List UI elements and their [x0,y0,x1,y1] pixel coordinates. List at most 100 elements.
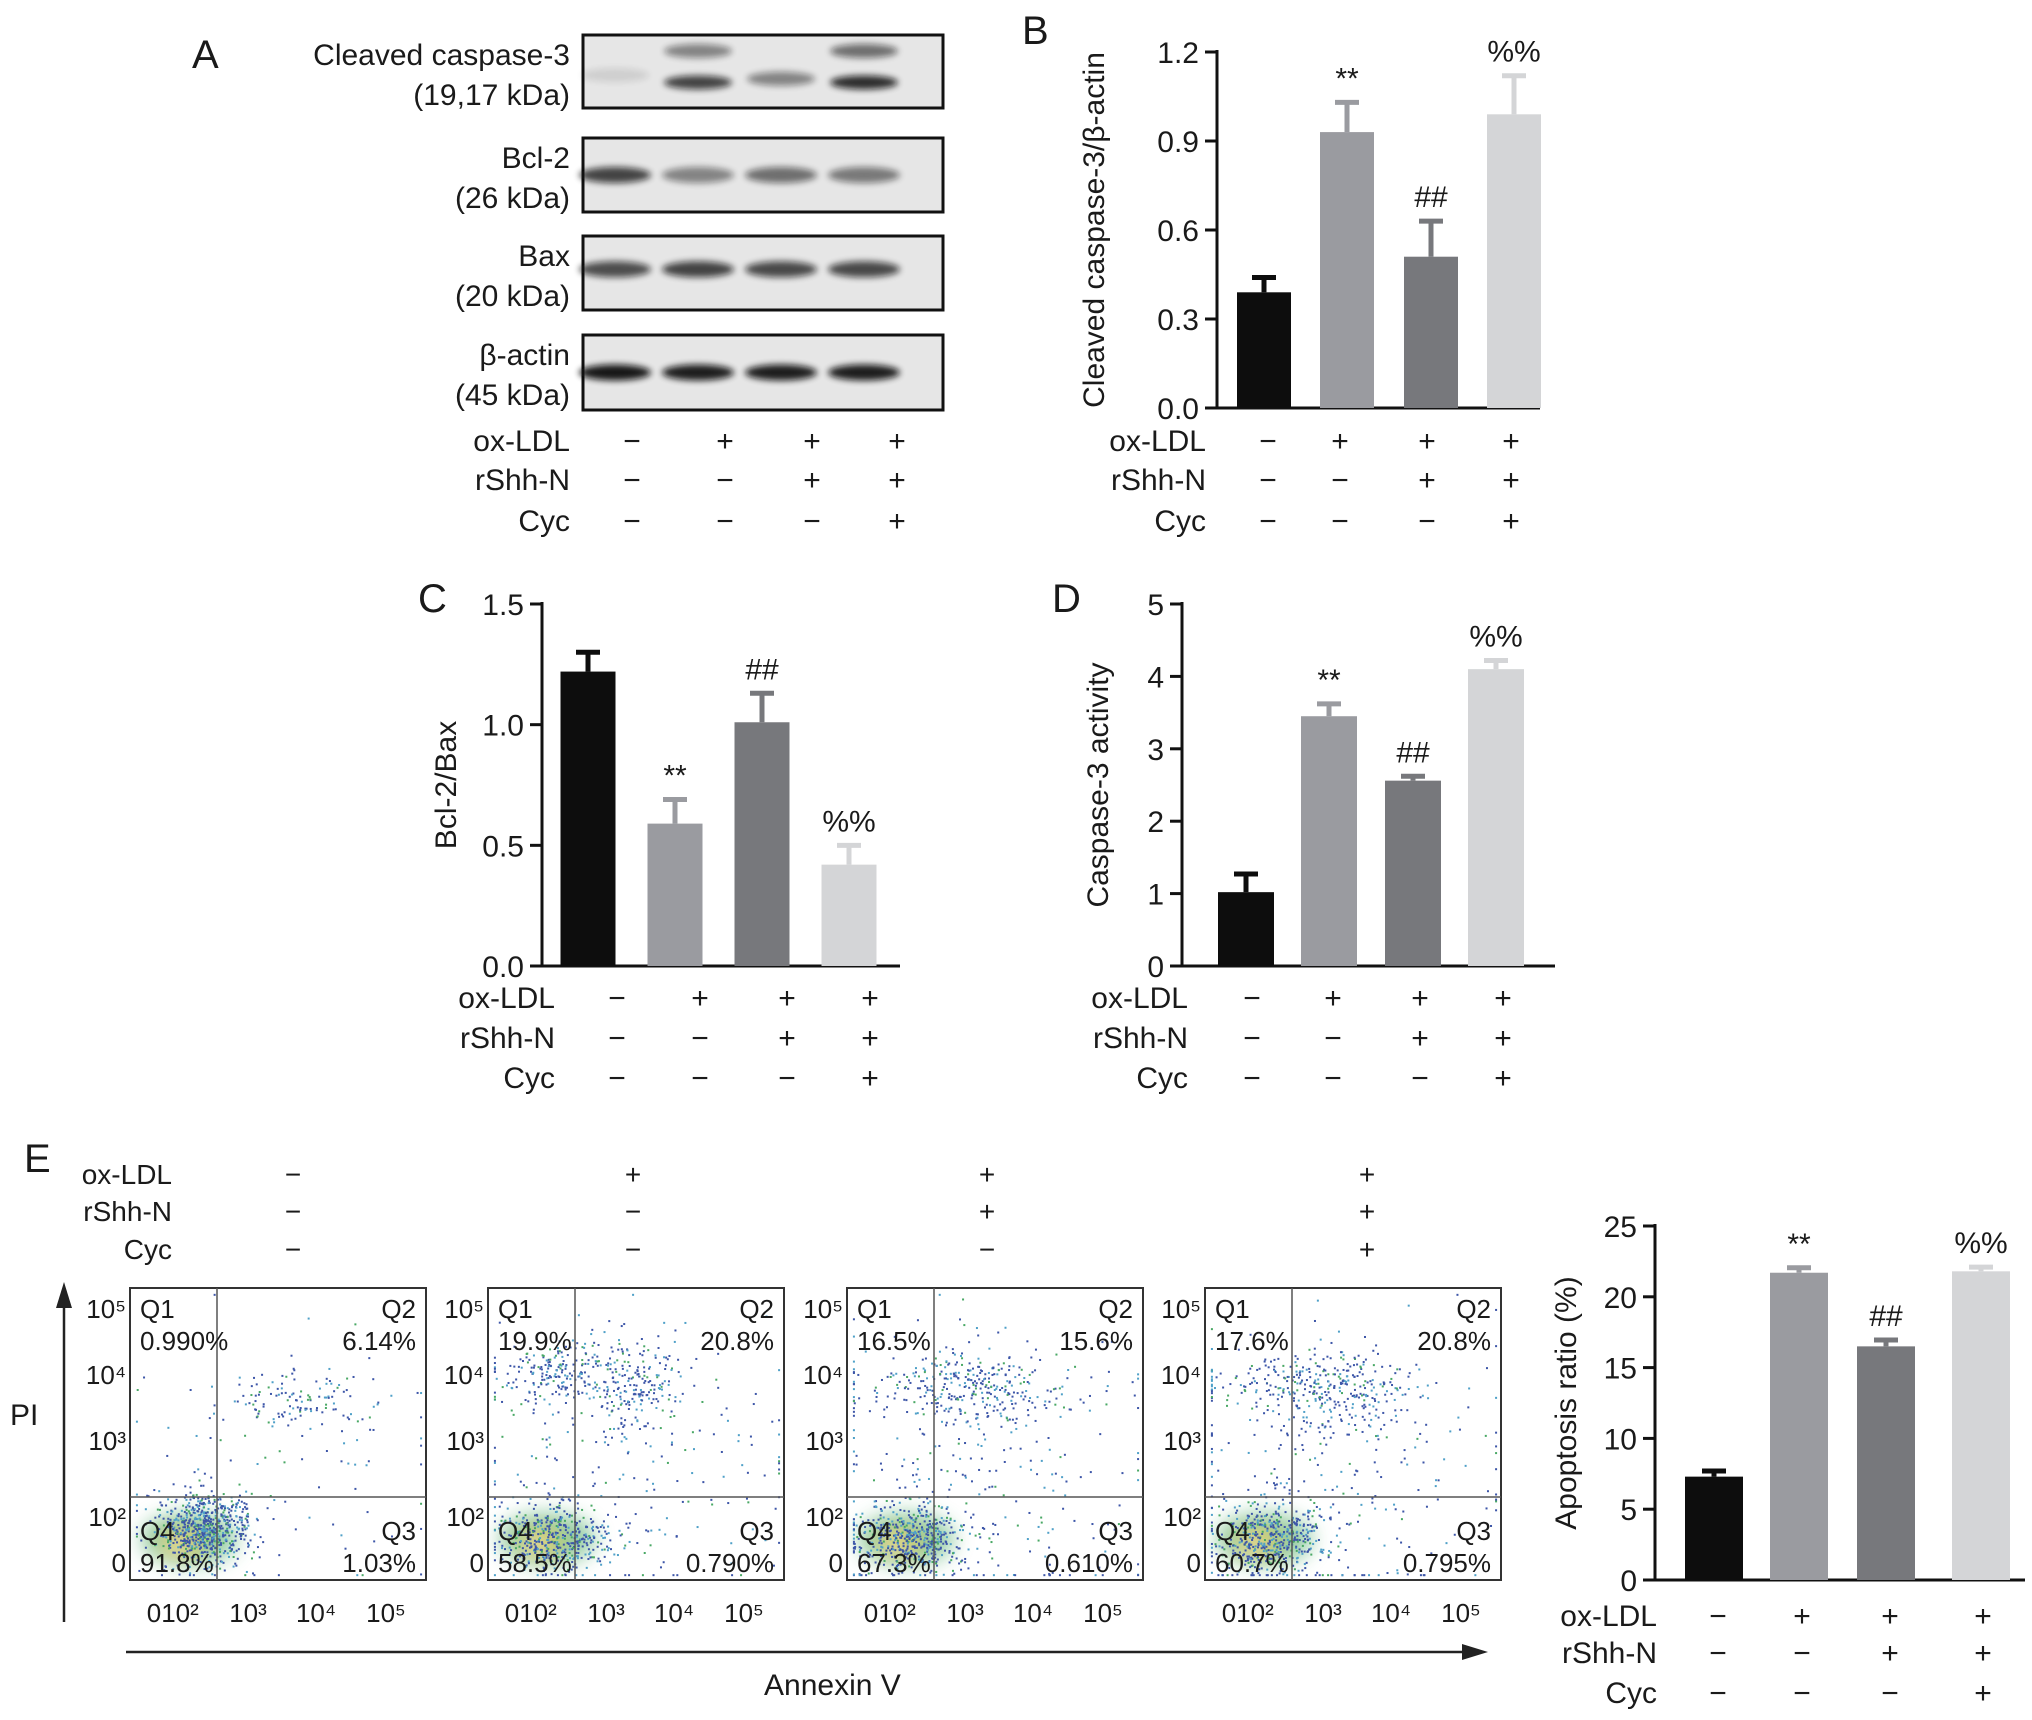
significance-label: %% [1469,620,1522,653]
flow-y-axis-label: PI [10,1399,38,1432]
treatment-sign: + [1359,1196,1375,1227]
treatment-label: rShh-N [475,464,570,497]
flow-x-tick-label: 10³ [946,1598,984,1628]
treatment-label: Cyc [124,1234,172,1265]
treatment-sign: + [1502,464,1520,497]
treatment-sign: + [1793,1600,1811,1633]
flow-x-tick-label: 10³ [1304,1598,1342,1628]
treatment-label: Cyc [1136,1062,1188,1095]
y-tick-label: 10 [1604,1423,1637,1456]
flow-x-tick-label: 10² [1236,1598,1274,1628]
panel-letter-a: A [192,33,219,77]
blot-band [745,167,817,183]
treatment-label: rShh-N [460,1022,555,1055]
treatment-sign: − [1243,1062,1261,1095]
treatment-sign: − [1331,464,1349,497]
flow-y-tick-label: 0 [112,1548,126,1578]
treatment-sign: + [1974,1600,1992,1633]
panel-letter-b: B [1022,9,1049,53]
significance-label: %% [822,805,875,838]
bar [1218,892,1274,966]
treatment-label: rShh-N [1093,1022,1188,1055]
bar [1404,256,1458,408]
treatment-sign: + [1359,1159,1375,1190]
quadrant-label: 16.5% [857,1326,931,1356]
treatment-sign: + [861,1022,879,1055]
quadrant-label: Q1 [857,1294,892,1324]
quadrant-label: Q2 [1098,1294,1133,1324]
treatment-sign: + [888,464,906,497]
flow-y-tick-label: 10⁴ [444,1360,484,1390]
y-axis-label: Apoptosis ratio (%) [1550,1276,1583,1529]
flow-axis-arrows [56,1282,1488,1660]
treatment-sign: − [1793,1637,1811,1670]
blot-label-name: Bax [518,240,570,273]
blot-band [745,261,817,278]
quadrant-label: Q3 [381,1516,416,1546]
bar [647,823,703,966]
bar [1487,114,1541,409]
treatment-sign: − [979,1234,995,1265]
bar [1385,780,1441,966]
blot-label-size: (26 kDa) [455,182,570,215]
flow-y-tick-label: 10² [1163,1502,1201,1532]
treatment-sign: − [285,1234,301,1265]
treatment-sign: − [623,505,641,538]
treatment-sign: + [803,425,821,458]
quadrant-label: 1.03% [342,1548,416,1578]
treatment-sign: + [625,1159,641,1190]
flow-x-tick-label: 10⁴ [1371,1598,1411,1628]
treatment-table-b: ox-LDL − + + + rShh-N − − + + Cyc − − − + [1109,425,1519,538]
treatment-sign: + [1411,1022,1429,1055]
blot-band [828,261,900,278]
treatment-sign: − [716,464,734,497]
treatment-sign: + [1418,464,1436,497]
bar [1952,1271,2010,1580]
treatment-sign: − [1793,1677,1811,1710]
flow-y-tick-label: 10³ [805,1426,843,1456]
quadrant-label: Q4 [1215,1516,1250,1546]
y-axis-label: Bcl-2/Bax [430,721,463,849]
bar [1320,132,1374,408]
treatment-label: ox-LDL [458,982,555,1015]
chart-bcl2-bax: 0.0 0.5 1.0 1.5 ** ##%% Bcl-2/Bax [430,589,900,984]
y-tick-label: 0.0 [482,951,524,984]
western-blot: Cleaved caspase-3 (19,17 kDa) Bcl-2 (26 kDa… [313,33,945,412]
treatment-sign: − [1324,1022,1342,1055]
treatment-sign: − [608,1062,626,1095]
treatment-label: Cyc [518,505,570,538]
flow-x-tick-label: 10⁵ [1083,1598,1123,1628]
y-tick-label: 0.0 [1157,393,1199,426]
flow-y-tick-label: 10⁴ [803,1360,843,1390]
flow-frame [1204,1287,1502,1581]
treatment-sign: − [1709,1637,1727,1670]
flow-y-tick-label: 10⁵ [444,1294,484,1324]
bar [1770,1272,1828,1580]
blot-band [579,167,651,183]
significance-label: ** [1335,62,1359,95]
flow-x-tick-label: 10³ [229,1598,267,1628]
flow-y-tick-label: 0 [1187,1548,1201,1578]
quadrant-label: 0.790% [686,1548,774,1578]
blot-label-size: (20 kDa) [455,280,570,313]
flow-y-tick-label: 10³ [1163,1426,1201,1456]
treatment-sign: + [1494,1062,1512,1095]
quadrant-label: Q2 [381,1294,416,1324]
significance-label: ## [1396,736,1430,769]
flow-frame [487,1287,785,1581]
treatment-label: ox-LDL [1109,425,1206,458]
treatment-label: ox-LDL [1091,982,1188,1015]
y-tick-label: 0.6 [1157,215,1199,248]
treatment-sign: + [1411,982,1429,1015]
flow-y-tick-label: 10³ [88,1426,126,1456]
treatment-table-a: ox-LDL − + + + rShh-N − − + + Cyc − − − + [473,425,905,538]
quadrant-label: 67.3% [857,1548,931,1578]
flow-y-tick-label: 10⁵ [1161,1294,1201,1324]
blot-band [579,364,651,381]
blot-label-name: Bcl-2 [502,142,570,175]
significance-label: %% [1954,1227,2007,1260]
chart-caspase3-activity: 0 1 2 3 4 5 ** ##%% Caspase-3 activity [1082,589,1555,984]
treatment-sign: + [1418,425,1436,458]
flow-y-tick-label: 10² [805,1502,843,1532]
